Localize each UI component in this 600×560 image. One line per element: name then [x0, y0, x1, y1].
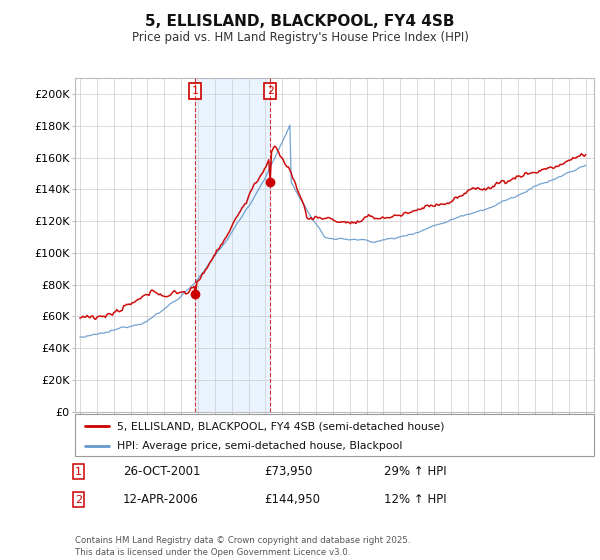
Text: 12% ↑ HPI: 12% ↑ HPI — [384, 493, 446, 506]
Text: HPI: Average price, semi-detached house, Blackpool: HPI: Average price, semi-detached house,… — [116, 441, 402, 451]
Text: 1: 1 — [191, 86, 199, 96]
Text: 5, ELLISLAND, BLACKPOOL, FY4 4SB: 5, ELLISLAND, BLACKPOOL, FY4 4SB — [145, 14, 455, 29]
Text: 12-APR-2006: 12-APR-2006 — [123, 493, 199, 506]
Text: £73,950: £73,950 — [264, 465, 313, 478]
Text: 1: 1 — [75, 466, 82, 477]
Text: Price paid vs. HM Land Registry's House Price Index (HPI): Price paid vs. HM Land Registry's House … — [131, 31, 469, 44]
Text: 29% ↑ HPI: 29% ↑ HPI — [384, 465, 446, 478]
Text: 2: 2 — [267, 86, 274, 96]
Bar — [195, 78, 270, 412]
FancyBboxPatch shape — [75, 414, 594, 456]
Text: 2: 2 — [75, 494, 82, 505]
Text: £144,950: £144,950 — [264, 493, 320, 506]
Text: Contains HM Land Registry data © Crown copyright and database right 2025.
This d: Contains HM Land Registry data © Crown c… — [75, 536, 410, 557]
Text: 26-OCT-2001: 26-OCT-2001 — [123, 465, 200, 478]
Text: 5, ELLISLAND, BLACKPOOL, FY4 4SB (semi-detached house): 5, ELLISLAND, BLACKPOOL, FY4 4SB (semi-d… — [116, 421, 444, 431]
